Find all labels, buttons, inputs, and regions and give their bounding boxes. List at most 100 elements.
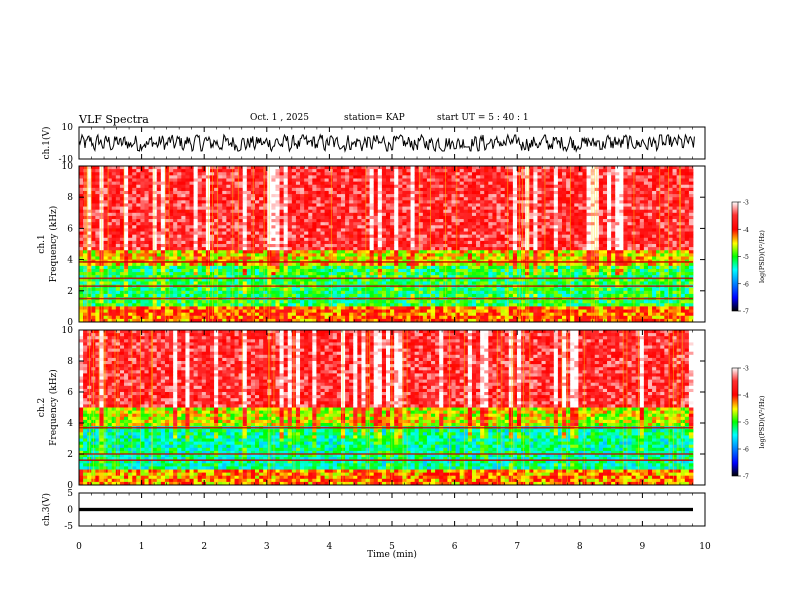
ch1-spectrogram-cell [357, 281, 362, 285]
ch1-spectrogram-cell [164, 244, 170, 248]
ch1-spectrogram-cell [451, 225, 456, 229]
ch1-spectrogram-cell [238, 253, 244, 257]
ch1-spectrogram-cell [345, 237, 350, 242]
ch1-spectrogram-cell [340, 169, 346, 173]
ch1-spectrogram-cell [381, 306, 387, 310]
ch1-spectrogram-cell [283, 197, 289, 201]
ch1-spectrogram-cell [79, 212, 84, 217]
ch1-spectrogram-cell [320, 206, 325, 211]
ch1-spectrogram-cell [246, 306, 252, 310]
ch1-spectrogram-cell [173, 172, 178, 176]
ch1-spectrogram-cell [238, 222, 244, 226]
ch1-spectrogram-cell [328, 166, 334, 170]
ch1-spectrogram-cell [115, 306, 121, 310]
ch1-spectrogram-cell [177, 309, 182, 314]
ch1-spectrogram-cell [402, 194, 407, 198]
ch1-spectrogram-cell [201, 215, 207, 220]
ch1-spectrogram-cell [152, 219, 158, 223]
ch1-spectrogram-cell [332, 253, 338, 257]
ch1-spectrogram-cell [345, 200, 350, 204]
ch1-spectrogram-cell [160, 231, 166, 236]
ch1-spectrogram-cell [259, 209, 264, 214]
ch1-spectrogram-cell [103, 234, 109, 239]
ch1-spectrogram-cell [471, 200, 477, 204]
ch1-spectrogram-cell [394, 290, 399, 295]
ch1-spectrogram-cell [447, 187, 452, 192]
ch1-spectrogram-cell [414, 181, 420, 186]
ch1-spectrogram-cell [328, 268, 334, 273]
ch1-spectrogram-cell [320, 315, 325, 320]
ch1-spectrogram-cell [152, 281, 158, 285]
ch1-spectrogram-cell [332, 181, 338, 186]
ch1-spectrogram-cell [316, 262, 321, 267]
ch1-spectrogram-cell [177, 166, 182, 170]
ch1-spectrogram-cell [189, 215, 195, 220]
ch1-spectrogram-cell [234, 240, 240, 245]
ch1-spectrogram-cell [324, 262, 330, 267]
ch1-spectrogram-cell [242, 209, 248, 214]
ch1-spectrogram-cell [471, 194, 477, 198]
ch1-spectrogram-cell [279, 256, 285, 260]
ch1-spectrogram-cell [136, 178, 141, 182]
ch1-spectrogram-cell [426, 222, 432, 226]
ch1-spectrogram-cell [156, 281, 162, 285]
ch1-spectrogram-cell [422, 306, 428, 310]
ch1-spectrogram-cell [476, 240, 481, 245]
ch1-spectrogram-cell [283, 178, 289, 182]
ch1-spectrogram-cell [332, 231, 338, 236]
ch1-spectrogram-cell [353, 253, 358, 257]
ch1-spectrogram-cell [201, 265, 207, 270]
ch1-spectrogram-cell [451, 197, 456, 201]
ch1-spectrogram-cell [377, 272, 383, 276]
ch1-spectrogram-cell [381, 318, 387, 323]
ch1-spectrogram-cell [173, 190, 178, 195]
ch1-spectrogram-cell [332, 240, 338, 245]
ch1-spectrogram-cell [87, 184, 92, 189]
ch1-spectrogram-cell [304, 197, 309, 201]
ch1-spectrogram-cell [197, 187, 203, 192]
ch1-spectrogram-cell [226, 181, 231, 186]
ch1-spectrogram-cell [177, 228, 182, 232]
ch1-spectrogram-cell [238, 262, 244, 267]
ch1-spectrogram-cell [295, 200, 301, 204]
ch1-spectrogram-cell [353, 265, 358, 270]
ch1-spectrogram-cell [439, 175, 444, 179]
ch1-spectrogram-cell [246, 194, 252, 198]
ch1-spectrogram-cell [455, 318, 461, 323]
ch1-spectrogram-cell [152, 169, 158, 173]
ch1-spectrogram-cell [369, 172, 375, 176]
ch1-spectrogram-cell [447, 190, 452, 195]
ch1-spectrogram-cell [332, 281, 338, 285]
ch1-spectrogram-cell [173, 194, 178, 198]
ch1-spectrogram-cell [107, 209, 113, 214]
ch1-spectrogram-cell [169, 272, 174, 276]
ch1-spectrogram-cell [418, 178, 424, 182]
ch1-spectrogram-cell [308, 203, 313, 207]
ch1-spectrogram-cell [398, 268, 403, 273]
ch1-spectrogram-cell [377, 265, 383, 270]
ch1-spectrogram-cell [455, 184, 461, 189]
ch1-spectrogram-cell [197, 222, 203, 226]
ch1-spectrogram-cell [455, 166, 461, 170]
ch1-spectrogram-cell [328, 287, 334, 292]
ch1-spectrogram-cell [418, 312, 424, 317]
ch1-spectrogram-cell [263, 250, 268, 254]
ch1-spectrogram-cell [234, 175, 240, 179]
ch1-spectrogram-cell [394, 256, 399, 260]
ch1-spectrogram-cell [422, 315, 428, 320]
ch1-spectrogram-cell [332, 187, 338, 192]
ch1-spectrogram-cell [316, 225, 321, 229]
ch1-spectrogram-cell [156, 244, 162, 248]
ch1-spectrogram-cell [287, 175, 293, 179]
ch1-spectrogram-cell [185, 178, 190, 182]
ch1-spectrogram-cell [242, 250, 248, 254]
ch1-spectrogram-cell [336, 222, 342, 226]
ch1-spectrogram-cell [398, 219, 403, 223]
ch1-spectrogram-cell [304, 293, 309, 298]
ch1-spectrogram-cell [340, 203, 346, 207]
ch1-spectrogram-cell [115, 237, 121, 242]
ch1-spectrogram-cell [173, 187, 178, 192]
ch1-spectrogram-cell [140, 190, 145, 195]
ch1-spectrogram-cell [455, 228, 461, 232]
ch1-spectrogram-cell [381, 290, 387, 295]
